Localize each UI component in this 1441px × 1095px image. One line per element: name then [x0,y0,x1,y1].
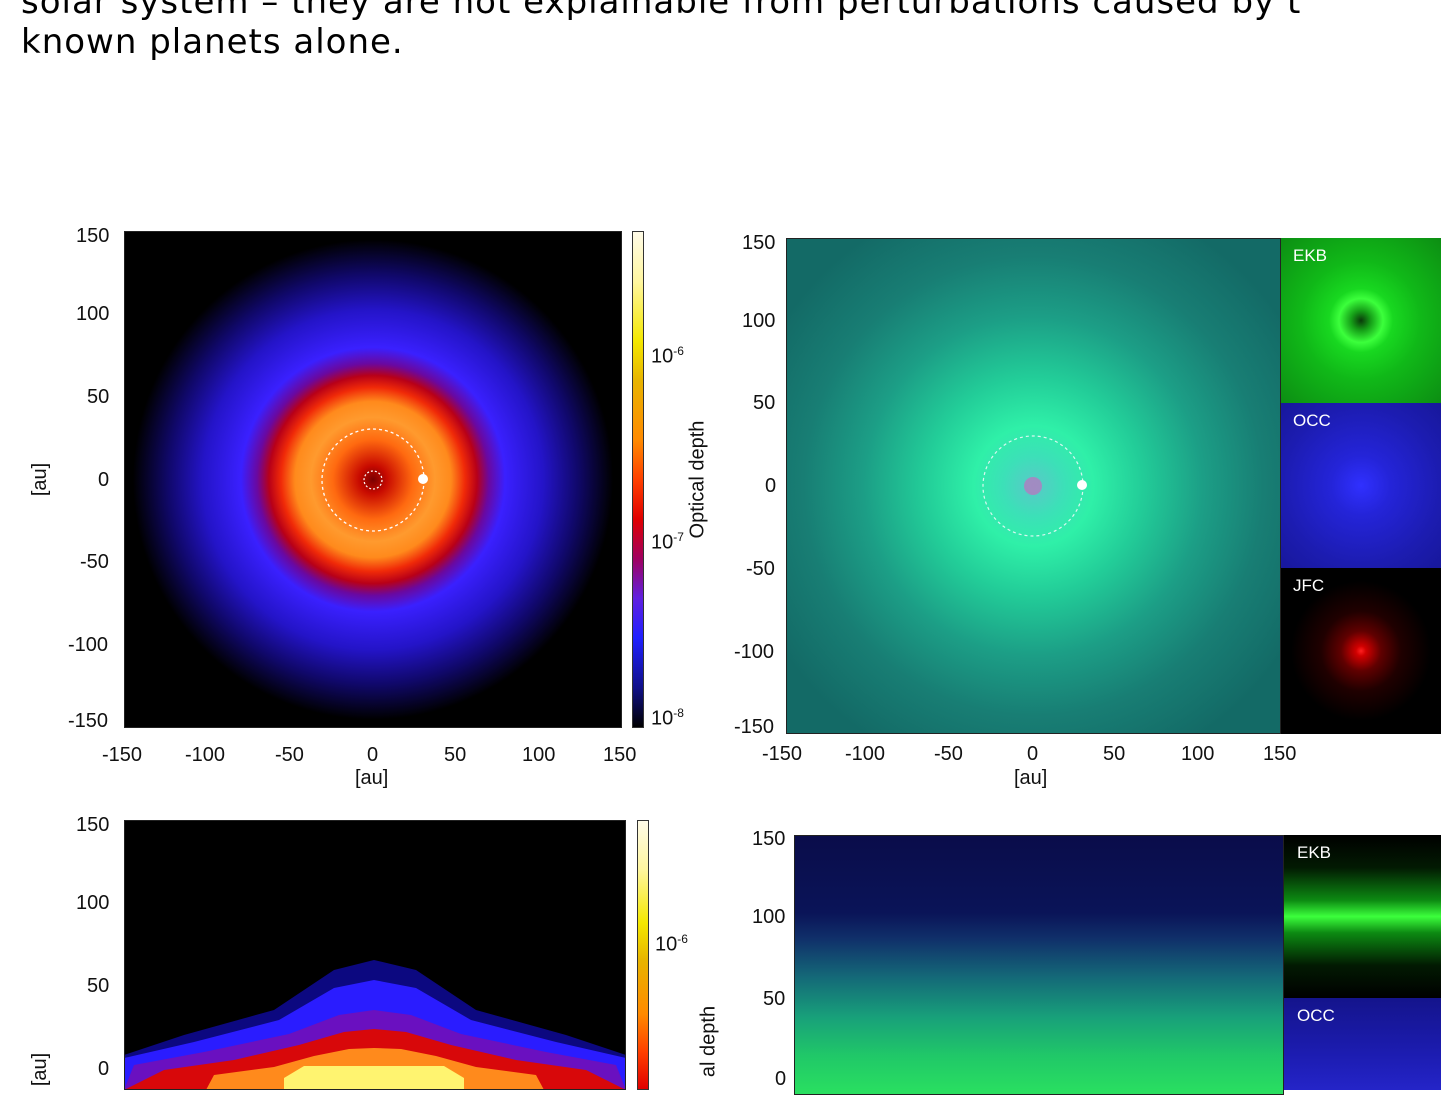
colorbar-tick: 10-8 [651,706,684,730]
y-tick: 100 [752,906,786,928]
y-tick: 100 [76,303,110,325]
x-tick: 150 [1263,743,1297,765]
y-tick: 0 [775,1068,787,1090]
composite-frame [794,835,1284,1095]
jfc-label: JFC [1293,576,1325,595]
x-tick: 100 [522,744,556,766]
jfc-subpanel-top [1281,568,1441,734]
y-tick: -50 [80,551,109,573]
planet-marker [418,474,428,484]
map-frame [124,820,626,1090]
y-axis-label: [au] [29,462,52,497]
planet-marker [1077,480,1087,490]
composite-map-bottom [794,835,1284,1095]
x-tick: 100 [1181,743,1215,765]
y-tick: 0 [765,475,777,497]
composite-frame [786,238,1281,734]
x-tick: -100 [185,744,226,766]
y-tick: 100 [76,892,110,914]
colorbar-tick: 10-6 [651,344,684,368]
y-tick: -100 [734,641,775,663]
x-tick: 0 [1027,743,1039,765]
x-tick: 150 [603,744,637,766]
y-tick: -100 [68,634,109,656]
optical-depth-map-bottom [124,820,626,1090]
y-tick: 150 [76,814,110,836]
x-axis-label: [au] [1014,767,1048,789]
y-tick: -50 [746,558,775,580]
y-tick: 50 [87,386,110,408]
colorbar-label: al depth [697,1005,720,1078]
x-tick: 50 [444,744,467,766]
colorbar-tick: 10-7 [651,530,684,554]
y-tick: 50 [87,975,110,997]
y-axis-label: [au] [29,1052,52,1087]
x-tick: 0 [367,744,379,766]
paragraph-line-2: known planets alone. [21,22,404,62]
y-tick: -150 [734,716,775,738]
planet-orbit [321,428,425,532]
x-axis-label: [au] [355,767,389,789]
x-tick: -150 [762,743,803,765]
y-tick: 150 [752,828,786,850]
x-tick: -150 [102,744,143,766]
ekb-subpanel-bottom [1284,835,1441,998]
optical-depth-map-top [124,231,622,728]
occ-label: OCC [1293,411,1331,430]
paragraph-line-1: solar system – they are not explainable … [21,0,1302,22]
y-tick: -150 [68,710,109,732]
colorbar-bottom [637,820,649,1090]
ekb-label: EKB [1297,843,1332,862]
y-tick: 150 [742,232,776,254]
composite-orbit-overlay [982,435,1087,537]
y-tick: 0 [98,469,110,491]
x-tick: -50 [275,744,304,766]
inner-orbit [363,470,383,490]
y-tick: 100 [742,310,776,332]
ekb-subpanel-top [1281,238,1441,403]
x-tick: -100 [845,743,886,765]
colorbar-label: Optical depth [686,420,709,539]
x-tick: -50 [934,743,963,765]
inner-orbit [1024,477,1042,495]
orbit-overlay [321,428,428,532]
occ-subpanel-top [1281,403,1441,568]
map-frame [124,231,622,728]
y-tick: 50 [753,392,776,414]
ekb-label: EKB [1293,246,1328,265]
y-tick: 50 [763,988,786,1010]
occ-subpanel-bottom [1284,998,1441,1090]
colorbar-tick: 10-6 [655,932,688,956]
y-tick: 0 [98,1058,110,1080]
y-tick: 150 [76,225,110,247]
occ-label: OCC [1297,1006,1335,1025]
x-tick: 50 [1103,743,1126,765]
colorbar-top [632,231,644,728]
